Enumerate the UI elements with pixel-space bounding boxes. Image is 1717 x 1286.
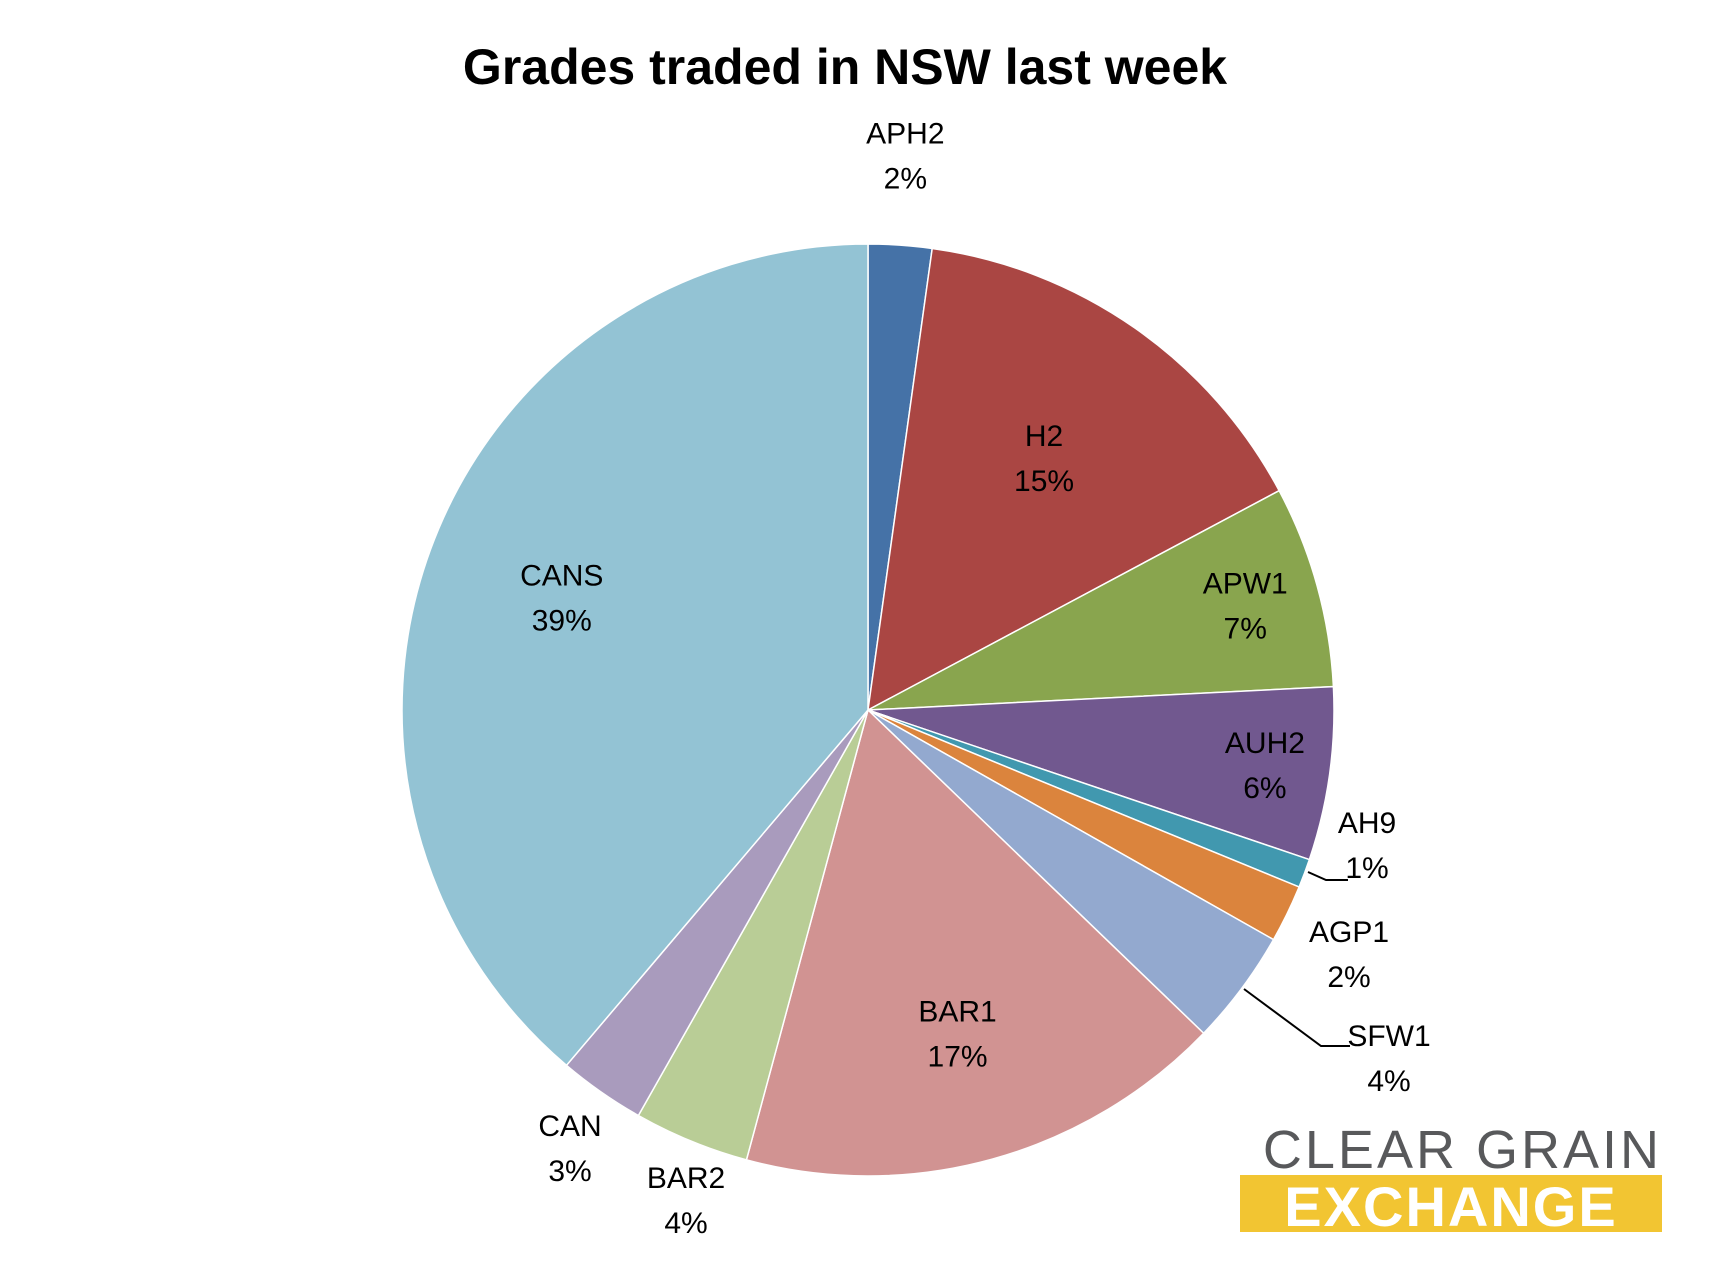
pie-slices bbox=[401, 243, 1335, 1177]
data-label-aph2-name: APH2 bbox=[866, 118, 944, 151]
chart-title: Grades traded in NSW last week bbox=[463, 39, 1227, 95]
logo-band bbox=[1240, 1175, 1662, 1232]
pie-slice-cans bbox=[401, 243, 869, 1067]
data-label-bar1-name: BAR1 bbox=[918, 995, 996, 1028]
pie-slice-bar1 bbox=[745, 708, 1205, 1177]
data-label-can-name: CAN bbox=[538, 1110, 601, 1143]
clear-grain-exchange-logo: CLEAR GRAIN EXCHANGE bbox=[1240, 1120, 1662, 1238]
data-label-ah9: AH9 1% bbox=[1338, 807, 1396, 885]
data-label-ah9-name: AH9 bbox=[1338, 807, 1396, 840]
data-label-auh2: AUH2 6% bbox=[1225, 727, 1305, 805]
data-label-aph2: APH2 2% bbox=[866, 118, 944, 196]
leader-lines bbox=[1243, 871, 1350, 1047]
data-label-agp1-value: 2% bbox=[1327, 961, 1370, 994]
data-label-agp1-name: AGP1 bbox=[1309, 916, 1389, 949]
pie-slice-auh2 bbox=[867, 685, 1335, 861]
data-label-ah9-value: 1% bbox=[1345, 852, 1388, 885]
data-label-h2: H2 15% bbox=[1014, 420, 1074, 498]
data-label-bar2-name: BAR2 bbox=[647, 1162, 725, 1195]
leader-line-sfw1 bbox=[1243, 988, 1350, 1047]
data-label-agp1: AGP1 2% bbox=[1309, 916, 1389, 994]
data-label-apw1-name: APW1 bbox=[1203, 568, 1288, 601]
data-label-apw1-value: 7% bbox=[1224, 613, 1267, 646]
data-label-bar2-value: 4% bbox=[664, 1207, 707, 1240]
data-label-aph2-value: 2% bbox=[884, 163, 927, 196]
data-label-bar1: BAR1 17% bbox=[918, 995, 996, 1073]
data-label-cans-name: CANS bbox=[520, 560, 603, 593]
data-label-h2-name: H2 bbox=[1025, 420, 1063, 453]
data-label-h2-value: 15% bbox=[1014, 465, 1074, 498]
data-label-auh2-value: 6% bbox=[1243, 772, 1286, 805]
data-label-can-value: 3% bbox=[548, 1155, 591, 1188]
data-label-bar1-value: 17% bbox=[928, 1040, 988, 1073]
leader-line-ah9 bbox=[1307, 871, 1348, 881]
pie-slice-h2 bbox=[867, 247, 1281, 712]
data-label-sfw1-name: SFW1 bbox=[1347, 1020, 1430, 1053]
data-label-apw1: APW1 7% bbox=[1203, 568, 1288, 646]
logo-line2: EXCHANGE bbox=[1284, 1175, 1617, 1238]
data-label-cans-value: 39% bbox=[532, 605, 592, 638]
data-label-bar2: BAR2 4% bbox=[647, 1162, 725, 1240]
data-label-sfw1-value: 4% bbox=[1367, 1065, 1410, 1098]
data-label-auh2-name: AUH2 bbox=[1225, 727, 1305, 760]
logo-line1: CLEAR GRAIN bbox=[1263, 1120, 1662, 1180]
data-label-cans: CANS 39% bbox=[520, 560, 603, 638]
data-label-sfw1: SFW1 4% bbox=[1347, 1020, 1430, 1098]
data-label-can: CAN 3% bbox=[538, 1110, 601, 1188]
pie-slice-apw1 bbox=[867, 489, 1335, 711]
slice-labels: APH2 2%H2 15%APW1 7%AUH2 6%AH9 1%AGP1 2%SFW1 4%… bbox=[520, 118, 1431, 1240]
